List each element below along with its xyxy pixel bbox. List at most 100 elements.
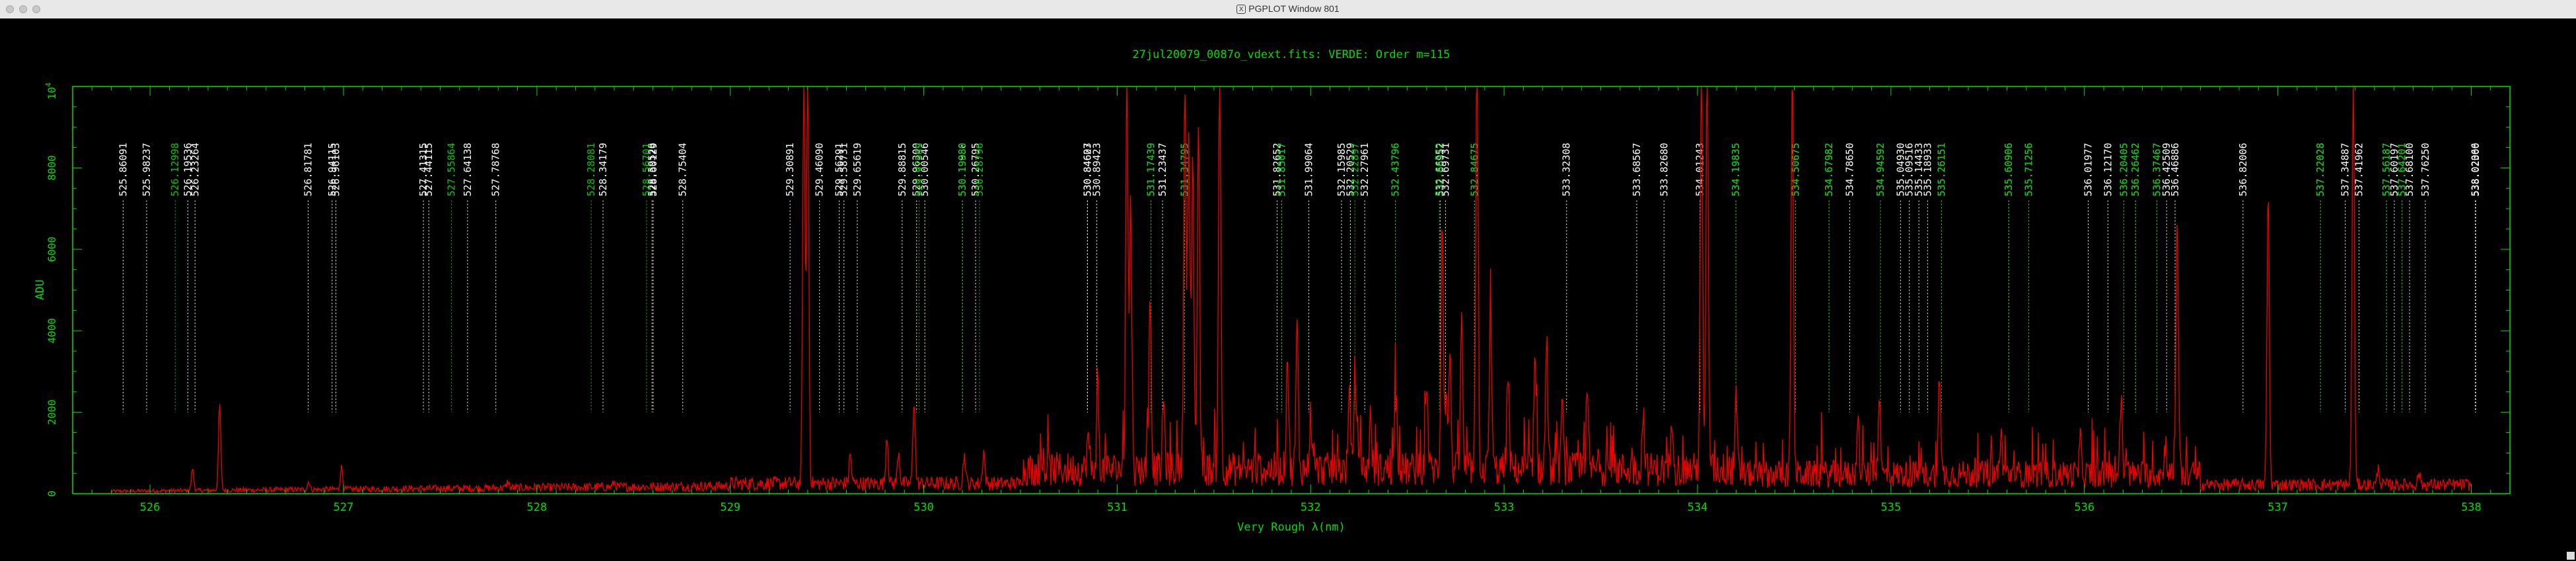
line-id-white-label: 537.34887	[2340, 143, 2351, 196]
line-id-white-label: 532.84675	[1468, 143, 1480, 196]
line-id-white-label: 531.17439	[1145, 143, 1157, 196]
y-tick-label: 2000	[46, 399, 58, 425]
plot-frame	[72, 86, 2511, 494]
line-id-green-label: 536.26462	[2129, 143, 2141, 196]
line-id-white-label: 537.41962	[2353, 143, 2365, 196]
line-id-green-label: 536.37467	[2151, 143, 2163, 196]
y-tick-top-mantissa: 10	[46, 87, 58, 100]
chart-title: 27jul20079_0087o_vdext.fits: VERDE: Orde…	[1132, 48, 1450, 61]
line-id-white-label: 530.89423	[1091, 143, 1102, 196]
line-id-green-label: 528.28081	[585, 143, 597, 196]
line-id-green-label: 537.64201	[2396, 143, 2408, 196]
x-axis-label: Very Rough λ(nm)	[1237, 521, 1345, 534]
minimize-window-button[interactable]	[19, 5, 27, 13]
close-window-button[interactable]	[6, 5, 14, 13]
line-id-green-label: 534.19835	[1730, 143, 1742, 196]
x-tick-label: 537	[2268, 501, 2288, 514]
line-id-green-label: 527.55864	[446, 143, 458, 196]
line-id-white-label: 536.46886	[2169, 143, 2181, 196]
line-id-white-label: 534.01243	[1694, 143, 1706, 196]
line-id-white-label: 530.26795	[970, 143, 982, 196]
line-id-white-label: 535.18933	[1921, 143, 1933, 196]
line-id-green-label: 534.94592	[1875, 143, 1886, 196]
line-id-white-label: 528.59528	[646, 143, 658, 196]
line-id-white-label: 534.19835	[1730, 143, 1742, 196]
line-id-green-label: 530.19889	[956, 143, 968, 196]
line-id-white-label: 534.67982	[1823, 143, 1835, 196]
line-id-white-label: 529.46090	[814, 143, 826, 196]
line-id-green-label: 532.66572	[1433, 143, 1445, 196]
window-title: PGPLOT Window 801	[1248, 3, 1340, 14]
line-id-white-label: 527.64138	[462, 143, 474, 196]
line-id-white-label: 533.82680	[1658, 143, 1670, 196]
line-id-green-label: 532.43796	[1390, 143, 1402, 196]
line-id-white-label: 529.65619	[851, 143, 863, 196]
line-id-white-label: 533.68567	[1631, 143, 1643, 196]
x-tick-label: 528	[526, 501, 547, 514]
line-id-white-label: 529.96300	[911, 143, 923, 196]
line-id-white-label: 528.75404	[677, 143, 689, 196]
line-id-green-label: 536.20405	[2118, 143, 2129, 196]
line-id-white-label: 536.42509	[2161, 143, 2172, 196]
zoom-window-button[interactable]	[32, 5, 40, 13]
x-tick-label: 531	[1107, 501, 1127, 514]
line-id-white-label: 525.86091	[117, 143, 129, 196]
x-tick-label: 530	[913, 501, 934, 514]
line-id-white-label: 530.19980	[956, 143, 968, 196]
x-tick-label: 526	[140, 501, 161, 514]
x-tick-label: 536	[2074, 501, 2094, 514]
y-tick-label: 0	[46, 490, 58, 497]
window-title-area: X PGPLOT Window 801	[0, 3, 2576, 15]
line-id-green-label: 529.97569	[913, 143, 925, 196]
line-id-white-label: 529.30891	[784, 143, 796, 196]
line-id-white-label: 530.00546	[919, 143, 931, 196]
y-axis-label: ADU	[34, 280, 47, 300]
line-id-green-label: 535.71256	[2023, 143, 2035, 196]
line-id-white-label: 536.26462	[2129, 143, 2141, 196]
line-id-white-label: 536.20405	[2118, 143, 2129, 196]
line-id-green-label: 537.22028	[2314, 143, 2326, 196]
line-id-white-label: 531.82652	[1271, 143, 1283, 196]
line-id-white-label: 530.84603	[1081, 143, 1093, 196]
line-id-white-label: 532.43796	[1390, 143, 1402, 196]
line-id-green-label: 534.67982	[1823, 143, 1835, 196]
line-id-white-label: 534.94592	[1875, 143, 1886, 196]
line-id-white-label: 532.69731	[1439, 143, 1451, 196]
y-tick-label: 8000	[46, 155, 58, 181]
line-id-white-label: 532.27961	[1359, 143, 1371, 196]
spectrum-line	[111, 86, 2472, 494]
x11-icon: X	[1236, 5, 1246, 15]
line-id-white-label: 531.99064	[1303, 143, 1315, 196]
axis-labels: 27jul20079_0087o_vdext.fits: VERDE: Orde…	[34, 48, 2482, 534]
line-id-white-label: 527.41315	[417, 143, 429, 196]
line-id-green-label: 530.28796	[974, 143, 985, 196]
x-tick-label: 535	[1880, 501, 1901, 514]
line-id-white-label: 526.81781	[303, 143, 314, 196]
line-id-white-label: 536.01977	[2083, 143, 2094, 196]
line-id-white-label: 537.56187	[2380, 143, 2392, 196]
line-id-white-label: 535.71256	[2023, 143, 2035, 196]
line-id-green-label: 537.56187	[2380, 143, 2392, 196]
line-id-white-label: 530.84627	[1081, 143, 1093, 196]
line-id-white-label: 532.66952	[1434, 143, 1446, 196]
y-tick-label: 4000	[46, 318, 58, 344]
line-id-white-label: 528.34179	[597, 143, 609, 196]
window-titlebar[interactable]: X PGPLOT Window 801	[0, 0, 2576, 19]
line-id-white-label: 536.37467	[2151, 143, 2163, 196]
line-id-white-label: 536.12170	[2102, 143, 2114, 196]
line-id-green-label: 532.22897	[1349, 143, 1361, 196]
resize-handle[interactable]	[2567, 552, 2575, 560]
line-id-green-label: 528.56701	[641, 143, 653, 196]
line-id-green-label: 534.50675	[1789, 143, 1801, 196]
spectrum-series	[111, 86, 2472, 494]
plot-window: 525.86091 525.98237 526.19536 526.23264 526.…	[0, 18, 2576, 561]
line-id-white-label: 526.96103	[330, 143, 342, 196]
line-id-white-label: 529.88815	[896, 143, 908, 196]
line-id-white-label: 537.60197	[2388, 143, 2400, 196]
line-id-white-label: 531.23437	[1157, 143, 1168, 196]
x-tick-label: 527	[334, 501, 354, 514]
x-tick-label: 532	[1301, 501, 1321, 514]
line-id-white-label: 537.64201	[2396, 143, 2408, 196]
